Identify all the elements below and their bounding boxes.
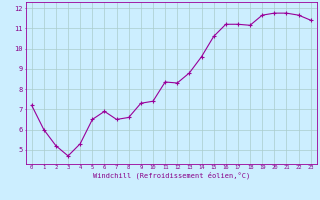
X-axis label: Windchill (Refroidissement éolien,°C): Windchill (Refroidissement éolien,°C) [92, 172, 250, 179]
